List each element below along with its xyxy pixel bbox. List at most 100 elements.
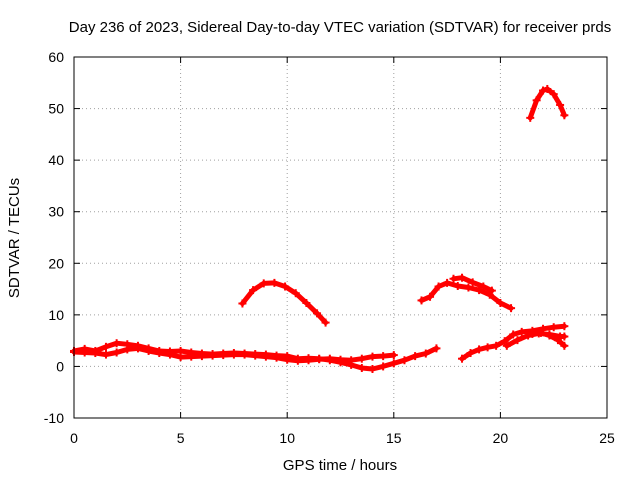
- series-arc-mid-1: [239, 280, 329, 326]
- data-point: [492, 341, 501, 350]
- data-point: [321, 318, 330, 327]
- data-point: [560, 322, 569, 331]
- chart-title: Day 236 of 2023, Sidereal Day-to-day VTE…: [69, 19, 611, 36]
- data-point: [379, 362, 388, 371]
- data-point: [553, 336, 562, 345]
- data-point: [270, 278, 279, 287]
- data-point: [144, 346, 153, 355]
- data-point: [101, 350, 110, 359]
- data-point: [517, 327, 526, 336]
- data-point: [421, 349, 430, 358]
- data-point: [259, 279, 268, 288]
- series-layer: [70, 84, 569, 374]
- data-point: [379, 352, 388, 361]
- data-point: [389, 351, 398, 360]
- data-point: [368, 365, 377, 374]
- data-point: [449, 274, 458, 283]
- data-point: [549, 90, 558, 99]
- data-point: [251, 351, 260, 360]
- data-point: [123, 345, 132, 354]
- data-point: [560, 341, 569, 350]
- series-arc-mid-2: [419, 280, 514, 311]
- data-point: [545, 331, 554, 340]
- data-point: [500, 337, 509, 346]
- data-point: [112, 339, 121, 348]
- y-axis-label: SDTVAR / TECUs: [6, 178, 23, 298]
- data-point: [240, 350, 249, 359]
- y-tick-label: 40: [48, 152, 64, 168]
- y-tick-label: 0: [56, 358, 64, 374]
- data-point: [80, 348, 89, 357]
- grid: [74, 57, 607, 418]
- y-tick-label: 20: [48, 255, 64, 271]
- y-tick-labels: -10 0 10 20 30 40 50 60: [44, 49, 64, 426]
- data-point: [458, 273, 467, 282]
- data-point: [336, 355, 345, 364]
- data-point: [112, 348, 121, 357]
- data-point: [560, 111, 569, 120]
- data-point: [496, 298, 505, 307]
- data-point: [302, 298, 311, 307]
- data-point: [293, 356, 302, 365]
- data-point: [357, 354, 366, 363]
- data-point: [507, 304, 516, 313]
- x-tick-label: 25: [599, 430, 615, 446]
- data-point: [483, 343, 492, 352]
- x-tick-label: 10: [279, 430, 295, 446]
- data-point: [536, 328, 545, 337]
- data-point: [101, 342, 110, 351]
- y-tick-label: 30: [48, 204, 64, 220]
- data-point: [219, 351, 228, 360]
- data-point: [325, 354, 334, 363]
- x-tick-label: 0: [70, 430, 78, 446]
- data-point: [528, 329, 537, 338]
- data-point: [249, 286, 258, 295]
- data-point: [197, 352, 206, 361]
- data-point: [458, 354, 467, 363]
- data-point: [479, 282, 488, 291]
- data-point: [509, 330, 518, 339]
- data-point: [155, 349, 164, 358]
- data-point: [357, 363, 366, 372]
- y-tick-label: 60: [48, 49, 64, 65]
- data-point: [466, 349, 475, 358]
- data-point: [400, 356, 409, 365]
- data-point: [468, 278, 477, 287]
- data-point: [281, 282, 290, 291]
- data-point: [432, 344, 441, 353]
- x-tick-labels: 0 5 10 15 20 25: [70, 430, 615, 446]
- plot-frame: [73, 56, 608, 419]
- data-point: [502, 341, 511, 350]
- x-tick-label: 15: [386, 430, 402, 446]
- data-point: [315, 355, 324, 364]
- data-point: [304, 356, 313, 365]
- data-point: [238, 299, 247, 308]
- data-point: [208, 351, 217, 360]
- data-point: [291, 289, 300, 298]
- data-point: [389, 359, 398, 368]
- data-point: [313, 309, 322, 318]
- y-tick-label: -10: [44, 410, 64, 426]
- data-point: [176, 353, 185, 362]
- data-point: [187, 352, 196, 361]
- data-point: [229, 350, 238, 359]
- data-point: [411, 352, 420, 361]
- data-point: [513, 336, 522, 345]
- data-point: [464, 283, 473, 292]
- data-point: [261, 352, 270, 361]
- data-point: [443, 278, 452, 287]
- data-point: [347, 356, 356, 365]
- data-point: [434, 282, 443, 291]
- y-tick-label: 10: [48, 307, 64, 323]
- data-point: [556, 100, 565, 109]
- data-point: [526, 113, 535, 122]
- data-point: [426, 292, 435, 301]
- data-point: [91, 349, 100, 358]
- data-point: [368, 352, 377, 361]
- data-point: [453, 281, 462, 290]
- data-point: [543, 84, 552, 93]
- data-point: [560, 332, 569, 341]
- x-tick-label: 20: [493, 430, 509, 446]
- data-point: [133, 344, 142, 353]
